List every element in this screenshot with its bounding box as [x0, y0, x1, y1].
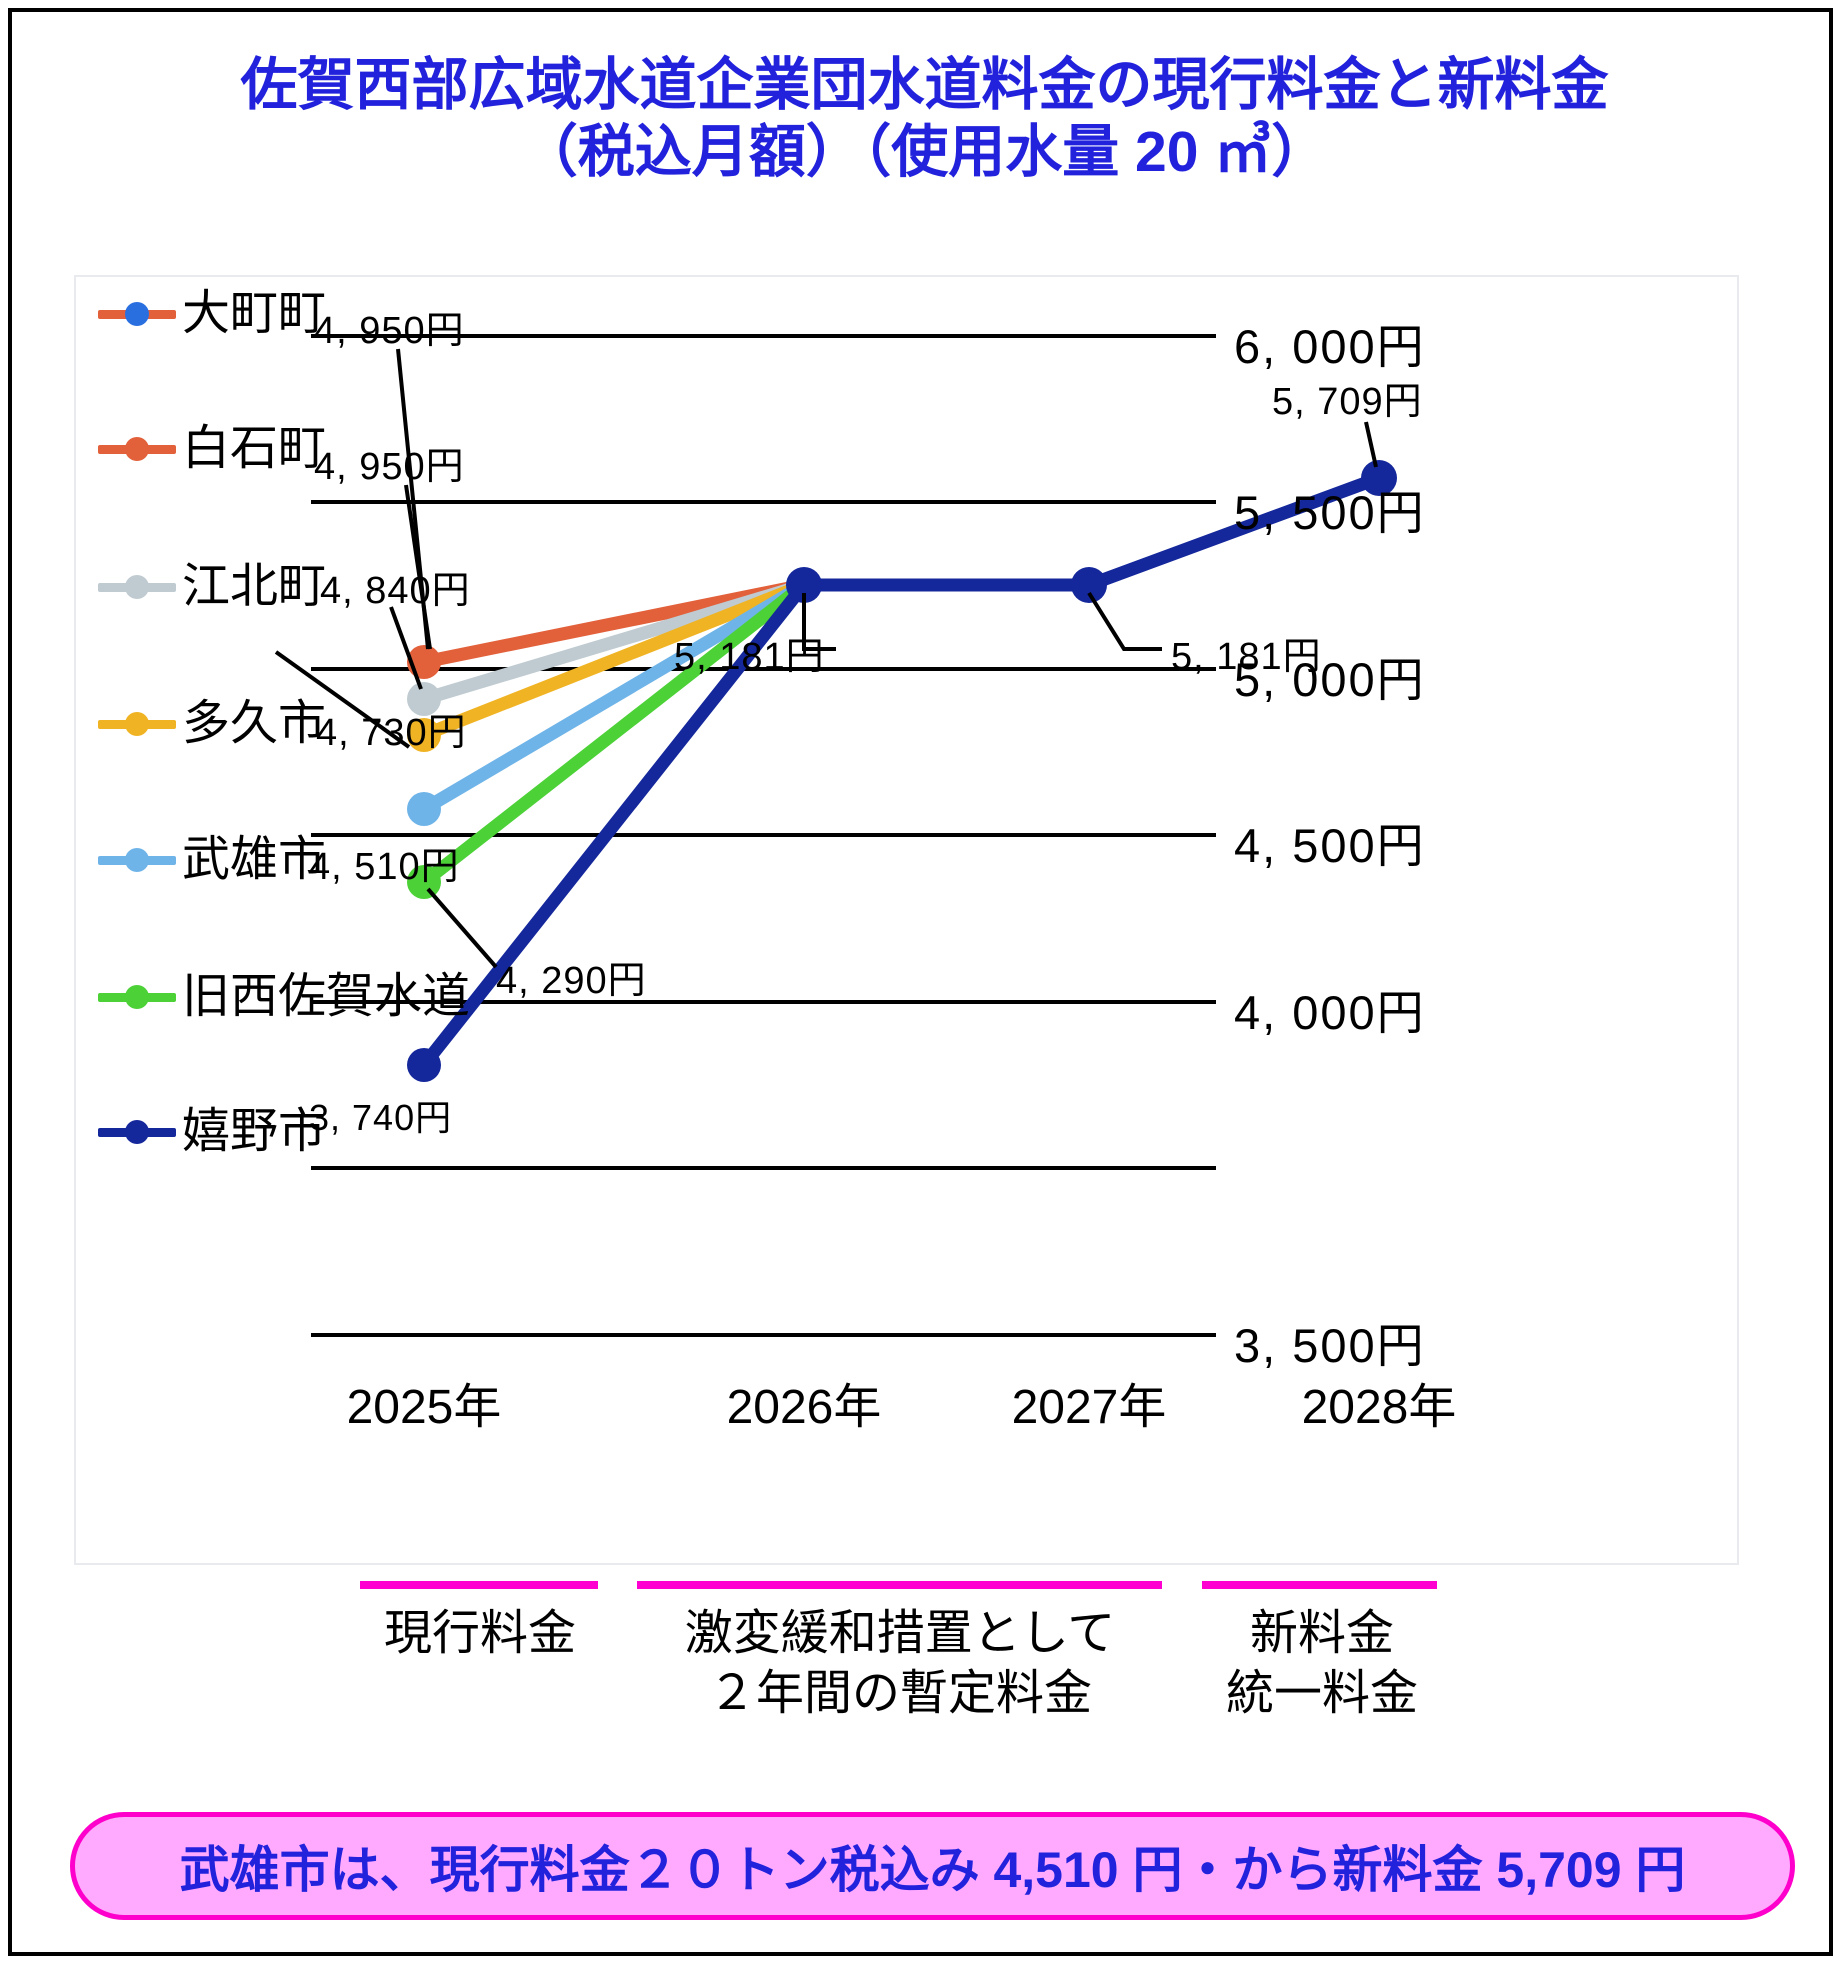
marker-all-2027 — [1071, 567, 1107, 603]
data-label-taku-2025: 4, 730円 — [316, 712, 467, 754]
callout-box: 武雄市は、現行料金２０トン税込み 4,510 円・から新料金 5,709 円 — [70, 1812, 1795, 1920]
legend-label-ureshino: 嬉野市 — [182, 1105, 327, 1158]
marker-ureshino-2025 — [407, 1048, 441, 1082]
page-frame: 佐賀西部広域水道企業団水道料金の現行料金と新料金 （税込月額）（使用水量 20 … — [8, 8, 1833, 1956]
series-line-takeo — [417, 578, 811, 816]
phase-rule-current — [360, 1581, 598, 1589]
data-label-nishisaga-2025: 4, 290円 — [496, 960, 647, 1002]
leader-lines — [274, 348, 1378, 969]
legend-swatch-icon-kohoku — [98, 575, 176, 599]
data-label-all-2028: 5, 709円 — [1272, 381, 1423, 423]
legend-swatch-icon-takeo — [98, 848, 176, 872]
legend-item-takeo[interactable]: 武雄市 — [98, 835, 326, 885]
y-axis-tick-6000: 6, 000円 — [1234, 320, 1426, 373]
legend-item-nishisaga[interactable]: 旧西佐賀水道 — [98, 972, 470, 1022]
y-axis-tick-5000: 5, 000円 — [1234, 653, 1426, 706]
legend-swatch-icon-nishisaga — [98, 985, 176, 1009]
legend-item-ureshino[interactable]: 嬉野市 — [98, 1107, 326, 1157]
legend-swatch-icon-taku — [98, 712, 176, 736]
callout-text: 武雄市は、現行料金２０トン税込み 4,510 円・から新料金 5,709 円 — [179, 1842, 1686, 1898]
legend-label-kohoku: 江北町 — [182, 560, 327, 613]
phase-rule-interim — [637, 1581, 1162, 1589]
line-chart-svg — [274, 334, 1397, 1337]
legend-item-kohoku[interactable]: 江北町 — [98, 562, 326, 612]
legend-label-shiroishi: 白石町 — [182, 422, 327, 475]
y-axis-tick-4500: 4, 500円 — [1234, 819, 1426, 872]
data-label-shiroishi-2025: 4, 950円 — [314, 446, 465, 488]
x-axis-tick-2026: 2026年 — [726, 1381, 882, 1434]
y-axis-tick-3500: 3, 500円 — [1234, 1319, 1426, 1372]
legend-label-nishisaga: 旧西佐賀水道 — [182, 970, 471, 1023]
marker-nishisaga-2025 — [407, 865, 441, 899]
marker-all-2026 — [786, 567, 822, 603]
data-label-all-2027: 5, 181円 — [1171, 636, 1322, 678]
legend-swatch-icon-oomachi — [98, 302, 176, 326]
y-axis-tick-5500: 5, 500円 — [1234, 486, 1426, 539]
legend-item-oomachi[interactable]: 大町町 — [98, 289, 326, 339]
series-markers — [407, 460, 1397, 1082]
x-axis-tick-2028: 2028年 — [1301, 1381, 1457, 1434]
data-label-all-2026: 5, 181円 — [674, 636, 825, 678]
data-label-oomachi-2025: 4, 950円 — [314, 310, 465, 352]
page-title: 佐賀西部広域水道企業団水道料金の現行料金と新料金 （税込月額）（使用水量 20 … — [240, 53, 1609, 184]
legend-swatch-icon-ureshino — [98, 1120, 176, 1144]
legend-item-taku[interactable]: 多久市 — [98, 699, 326, 749]
data-label-ureshino-2025: 3, 740円 — [309, 1097, 453, 1138]
phase-caption-new: 新料金 統一料金 — [1225, 1607, 1418, 1720]
chart-panel: 大町町 白石町 江北町 多久市 — [74, 275, 1739, 1565]
series-line-taku — [417, 578, 811, 742]
legend-label-oomachi: 大町町 — [182, 287, 327, 340]
legend-label-taku: 多久市 — [182, 697, 327, 750]
phase-rule-new — [1202, 1581, 1437, 1589]
x-axis-tick-2025: 2025年 — [346, 1381, 502, 1434]
legend-item-shiroishi[interactable]: 白石町 — [98, 424, 326, 474]
data-label-kohoku-2025: 4, 840円 — [320, 570, 471, 612]
series-line-ureshino — [417, 471, 1386, 1072]
y-axis-tick-4000: 4, 000円 — [1234, 986, 1426, 1039]
data-label-takeo-2025: 4, 510円 — [309, 846, 460, 888]
series-line-nishisaga — [417, 578, 811, 889]
marker-takeo-2025 — [407, 792, 441, 826]
phase-caption-interim: 激変緩和措置として ２年間の暫定料金 — [684, 1607, 1116, 1720]
marker-taku-2025 — [407, 718, 441, 752]
phase-caption-current: 現行料金 — [383, 1607, 576, 1660]
gridlines — [311, 334, 1216, 1337]
marker-all-2028 — [1361, 460, 1397, 496]
marker-kohoku-2025 — [407, 682, 441, 716]
legend-label-takeo: 武雄市 — [182, 833, 327, 886]
legend-swatch-icon-shiroishi — [98, 437, 176, 461]
x-axis-tick-2027: 2027年 — [1011, 1381, 1167, 1434]
